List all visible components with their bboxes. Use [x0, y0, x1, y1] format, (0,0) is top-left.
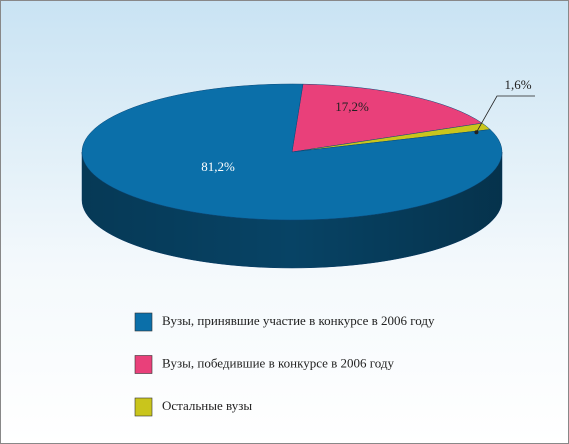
value-label: 1,6% [504, 77, 531, 92]
value-label: 81,2% [201, 159, 235, 174]
leader-dot [474, 130, 479, 135]
legend-swatch [134, 312, 153, 332]
value-label: 17,2% [335, 99, 369, 114]
pie-slice [291, 83, 483, 153]
legend-label: Остальные вузы [162, 398, 252, 413]
side-shade [82, 152, 502, 268]
leader-line [476, 95, 535, 133]
legend-label: Вузы, принявшие участие в конкурсе в 200… [162, 313, 435, 328]
legend-label: Вузы, победившие в конкурсе в 2006 году [162, 355, 395, 370]
legend-swatch [134, 355, 153, 374]
legend-swatch [134, 397, 153, 417]
pie-slice [81, 83, 503, 221]
